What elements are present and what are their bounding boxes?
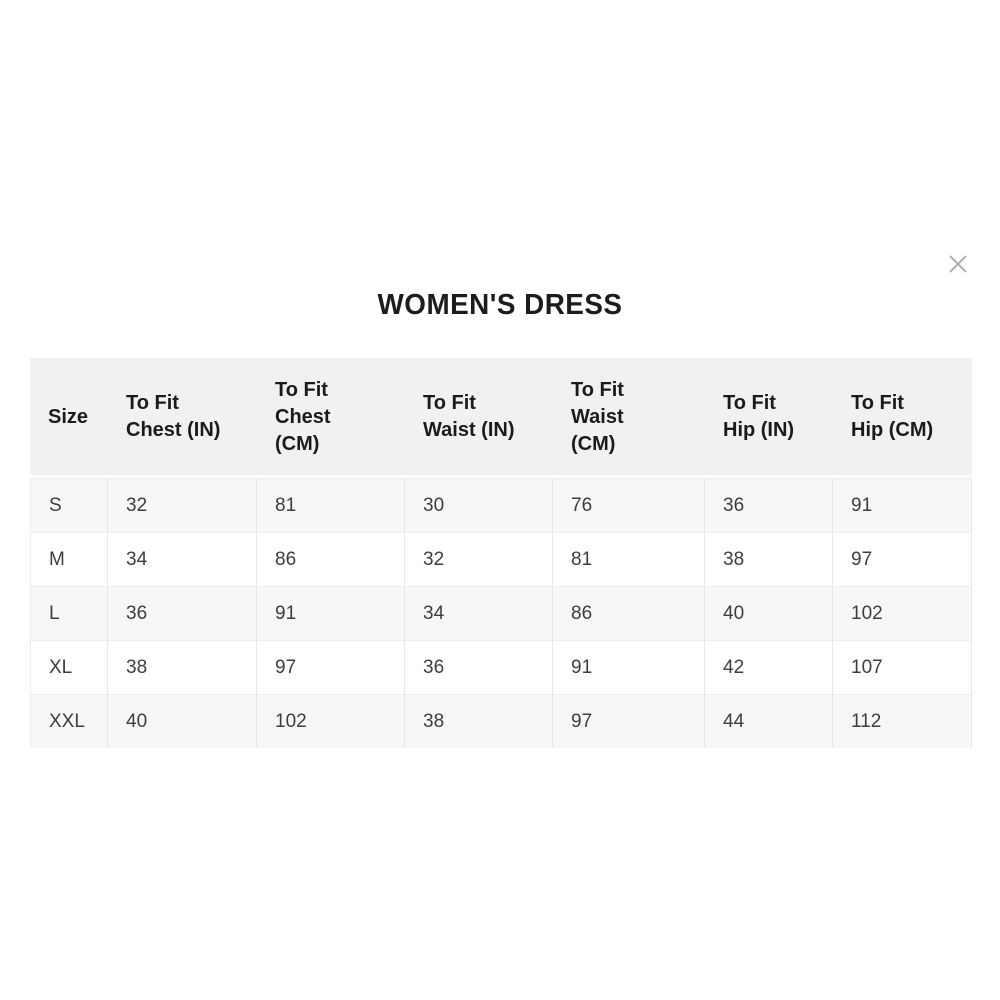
close-icon bbox=[949, 255, 967, 273]
measurement-cell: 30 bbox=[405, 478, 553, 532]
size-chart-table: Size To Fit Chest (IN) To Fit Chest (CM) To… bbox=[30, 358, 972, 748]
measurement-cell: 38 bbox=[405, 694, 553, 748]
measurement-cell: 91 bbox=[553, 640, 705, 694]
table-row: M 34 86 32 81 38 97 bbox=[30, 532, 972, 586]
measurement-cell: 81 bbox=[553, 532, 705, 586]
measurement-cell: 86 bbox=[257, 532, 405, 586]
table-row: XXL 40 102 38 97 44 112 bbox=[30, 694, 972, 748]
measurement-cell: 42 bbox=[705, 640, 833, 694]
column-header: To Fit Chest (IN) bbox=[108, 358, 257, 478]
column-header: To Fit Hip (CM) bbox=[833, 358, 972, 478]
measurement-cell: 40 bbox=[108, 694, 257, 748]
measurement-cell: 102 bbox=[833, 586, 972, 640]
column-header: Size bbox=[30, 358, 108, 478]
size-cell: M bbox=[30, 532, 108, 586]
measurement-cell: 112 bbox=[833, 694, 972, 748]
measurement-cell: 36 bbox=[108, 586, 257, 640]
size-cell: L bbox=[30, 586, 108, 640]
measurement-cell: 76 bbox=[553, 478, 705, 532]
table-body: S 32 81 30 76 36 91 M 34 86 32 81 38 97 L 36 91 34 86 40 102… bbox=[30, 478, 972, 748]
table-row: L 36 91 34 86 40 102 bbox=[30, 586, 972, 640]
table-row: XL 38 97 36 91 42 107 bbox=[30, 640, 972, 694]
measurement-cell: 91 bbox=[833, 478, 972, 532]
column-header: To Fit Waist (IN) bbox=[405, 358, 553, 478]
measurement-cell: 97 bbox=[257, 640, 405, 694]
modal-title: WOMEN'S DRESS bbox=[377, 289, 623, 321]
measurement-cell: 36 bbox=[705, 478, 833, 532]
measurement-cell: 40 bbox=[705, 586, 833, 640]
measurement-cell: 34 bbox=[405, 586, 553, 640]
measurement-cell: 107 bbox=[833, 640, 972, 694]
measurement-cell: 97 bbox=[833, 532, 972, 586]
measurement-cell: 32 bbox=[108, 478, 257, 532]
table-row: S 32 81 30 76 36 91 bbox=[30, 478, 972, 532]
measurement-cell: 36 bbox=[405, 640, 553, 694]
size-cell: XXL bbox=[30, 694, 108, 748]
measurement-cell: 81 bbox=[257, 478, 405, 532]
column-header: To Fit Chest (CM) bbox=[257, 358, 405, 478]
measurement-cell: 38 bbox=[705, 532, 833, 586]
measurement-cell: 44 bbox=[705, 694, 833, 748]
header-row: Size To Fit Chest (IN) To Fit Chest (CM) To… bbox=[30, 358, 972, 478]
measurement-cell: 86 bbox=[553, 586, 705, 640]
measurement-cell: 34 bbox=[108, 532, 257, 586]
measurement-cell: 91 bbox=[257, 586, 405, 640]
measurement-cell: 38 bbox=[108, 640, 257, 694]
column-header: To Fit Hip (IN) bbox=[705, 358, 833, 478]
column-header: To Fit Waist (CM) bbox=[553, 358, 705, 478]
size-cell: XL bbox=[30, 640, 108, 694]
measurement-cell: 102 bbox=[257, 694, 405, 748]
measurement-cell: 97 bbox=[553, 694, 705, 748]
close-button[interactable] bbox=[942, 248, 974, 280]
size-cell: S bbox=[30, 478, 108, 532]
measurement-cell: 32 bbox=[405, 532, 553, 586]
